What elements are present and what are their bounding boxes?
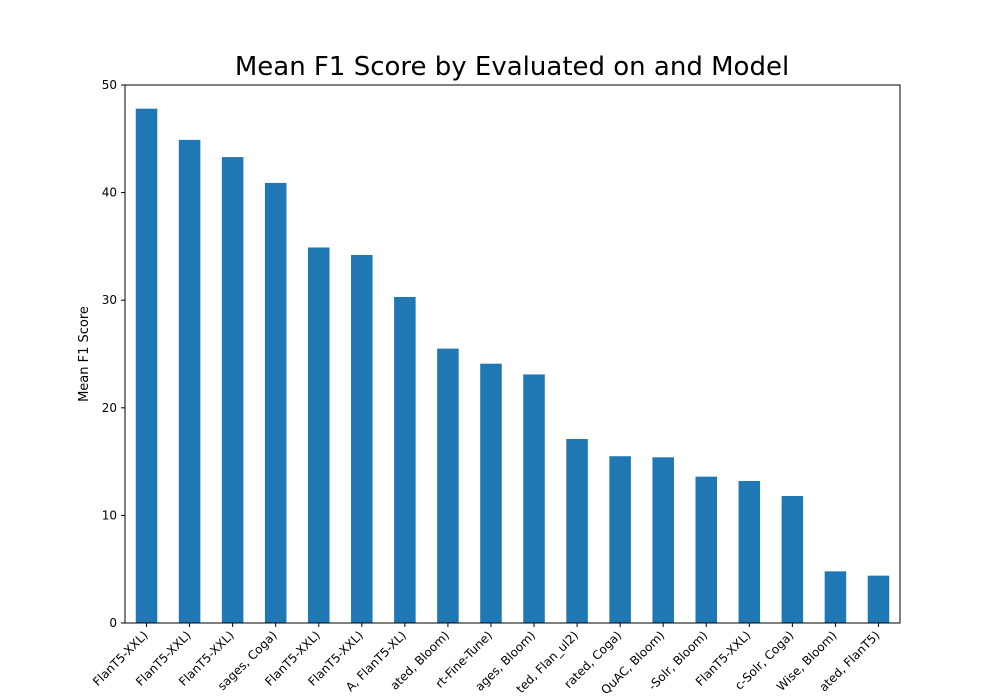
bar [738, 480, 761, 623]
bar [394, 296, 416, 623]
bar [652, 457, 674, 623]
bar [307, 247, 330, 623]
y-tick-label: 20 [102, 401, 117, 415]
bar [351, 255, 373, 623]
y-axis-label: Mean F1 Score [77, 306, 92, 402]
bar [781, 496, 804, 623]
chart-title: Mean F1 Score by Evaluated on and Model [235, 52, 789, 82]
y-tick-label: 30 [102, 293, 117, 307]
bar [609, 456, 631, 623]
bar [824, 571, 847, 623]
bars-group [135, 108, 890, 624]
y-tick-label: 50 [102, 78, 117, 92]
bar [566, 439, 588, 623]
y-axis-ticks: 0 10 20 30 40 50 [102, 78, 125, 630]
bar [523, 374, 545, 623]
y-tick-label: 40 [102, 186, 117, 200]
bar [437, 348, 459, 623]
bar [135, 108, 158, 623]
bar [264, 182, 287, 623]
x-axis-ticks: FlanT5-XXL)FlanT5-XXL)FlanT5-XXL)sages, … [90, 623, 883, 697]
y-tick-label: 0 [109, 616, 117, 630]
plot-frame [124, 84, 901, 624]
bar [221, 157, 244, 624]
bar [695, 476, 718, 623]
bar [867, 575, 890, 623]
bar [178, 139, 201, 623]
y-tick-label: 10 [102, 508, 117, 522]
bar [480, 363, 502, 623]
